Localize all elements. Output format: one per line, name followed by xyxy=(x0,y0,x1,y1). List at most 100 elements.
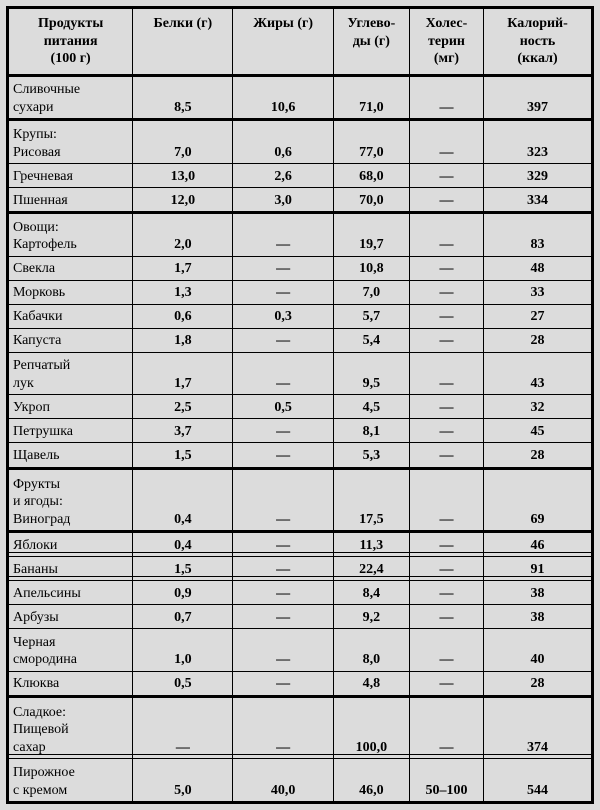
cell-product: Чернаясмородина xyxy=(8,629,133,672)
cell-protein: 3,7 xyxy=(133,419,233,443)
cell-fat: — xyxy=(233,532,333,557)
cell-product: Кабачки xyxy=(8,304,133,328)
cell-carbs: 7,0 xyxy=(333,280,409,304)
header-row: Продуктыпитания(100 г) Белки (г) Жиры (г… xyxy=(8,8,593,76)
table-row: Фруктыи ягоды:Виноград0,4—17,5—69 xyxy=(8,468,593,531)
cell-protein: 2,5 xyxy=(133,395,233,419)
col-product-label: Продуктыпитания(100 г) xyxy=(11,15,130,68)
cell-fat: — xyxy=(233,443,333,468)
cell-fat: 10,6 xyxy=(233,75,333,120)
cell-kcal: 43 xyxy=(484,352,593,395)
cell-chol: — xyxy=(409,557,483,581)
table-row: Сливочныесухари8,510,671,0—397 xyxy=(8,75,593,120)
cell-product: Клюква xyxy=(8,671,133,696)
cell-chol: — xyxy=(409,419,483,443)
col-kcal-label: Калорий-ность(ккал) xyxy=(486,15,589,68)
cell-product: Яблоки xyxy=(8,532,133,557)
cell-chol: — xyxy=(409,188,483,213)
cell-kcal: 33 xyxy=(484,280,593,304)
table-row: Крупы:Рисовая7,00,677,0—323 xyxy=(8,120,593,164)
cell-protein: 0,4 xyxy=(133,468,233,531)
cell-fat: — xyxy=(233,256,333,280)
cell-product: Фруктыи ягоды:Виноград xyxy=(8,468,133,531)
cell-fat: 0,5 xyxy=(233,395,333,419)
col-fat-label: Жиры (г) xyxy=(235,15,330,33)
cell-protein: 1,3 xyxy=(133,280,233,304)
cell-fat: 0,3 xyxy=(233,304,333,328)
cell-fat: — xyxy=(233,581,333,605)
cell-chol: 50–100 xyxy=(409,759,483,803)
cell-protein: 13,0 xyxy=(133,164,233,188)
cell-protein: 0,6 xyxy=(133,304,233,328)
cell-carbs: 19,7 xyxy=(333,213,409,257)
cell-chol: — xyxy=(409,532,483,557)
cell-fat: — xyxy=(233,696,333,758)
cell-carbs: 9,2 xyxy=(333,605,409,629)
cell-carbs: 22,4 xyxy=(333,557,409,581)
table-header: Продуктыпитания(100 г) Белки (г) Жиры (г… xyxy=(8,8,593,76)
table-row: Свекла1,7—10,8—48 xyxy=(8,256,593,280)
cell-chol: — xyxy=(409,605,483,629)
cell-kcal: 69 xyxy=(484,468,593,531)
cell-product: Укроп xyxy=(8,395,133,419)
cell-kcal: 38 xyxy=(484,581,593,605)
col-carbs-label: Углево-ды (г) xyxy=(336,15,407,50)
cell-fat: — xyxy=(233,328,333,352)
cell-product: Бананы xyxy=(8,557,133,581)
col-kcal: Калорий-ность(ккал) xyxy=(484,8,593,76)
cell-carbs: 8,0 xyxy=(333,629,409,672)
cell-carbs: 10,8 xyxy=(333,256,409,280)
col-product: Продуктыпитания(100 г) xyxy=(8,8,133,76)
cell-kcal: 374 xyxy=(484,696,593,758)
cell-chol: — xyxy=(409,256,483,280)
table-row: Пирожноес кремом5,040,046,050–100544 xyxy=(8,759,593,803)
col-carbs: Углево-ды (г) xyxy=(333,8,409,76)
cell-chol: — xyxy=(409,696,483,758)
table-row: Морковь1,3—7,0—33 xyxy=(8,280,593,304)
cell-product: Петрушка xyxy=(8,419,133,443)
table-row: Щавель1,5—5,3—28 xyxy=(8,443,593,468)
cell-carbs: 8,4 xyxy=(333,581,409,605)
cell-fat: 3,0 xyxy=(233,188,333,213)
cell-product: Морковь xyxy=(8,280,133,304)
cell-chol: — xyxy=(409,671,483,696)
cell-product: Капуста xyxy=(8,328,133,352)
cell-fat: — xyxy=(233,468,333,531)
cell-kcal: 45 xyxy=(484,419,593,443)
cell-fat: — xyxy=(233,557,333,581)
cell-kcal: 91 xyxy=(484,557,593,581)
cell-fat: — xyxy=(233,352,333,395)
cell-protein: 1,7 xyxy=(133,352,233,395)
cell-product: Свекла xyxy=(8,256,133,280)
cell-chol: — xyxy=(409,120,483,164)
col-protein-label: Белки (г) xyxy=(135,15,230,33)
nutrition-table: Продуктыпитания(100 г) Белки (г) Жиры (г… xyxy=(6,6,594,804)
table-row: Петрушка3,7—8,1—45 xyxy=(8,419,593,443)
table-row: Укроп2,50,54,5—32 xyxy=(8,395,593,419)
cell-chol: — xyxy=(409,468,483,531)
cell-protein: 1,7 xyxy=(133,256,233,280)
cell-fat: 2,6 xyxy=(233,164,333,188)
cell-carbs: 11,3 xyxy=(333,532,409,557)
cell-product: Пирожноес кремом xyxy=(8,759,133,803)
table-row: Апельсины0,9—8,4—38 xyxy=(8,581,593,605)
cell-protein: 0,4 xyxy=(133,532,233,557)
cell-kcal: 334 xyxy=(484,188,593,213)
col-chol-label: Холес-терин(мг) xyxy=(412,15,481,68)
table-row: Репчатыйлук1,7—9,5—43 xyxy=(8,352,593,395)
cell-protein: 1,5 xyxy=(133,557,233,581)
cell-protein: 0,5 xyxy=(133,671,233,696)
cell-fat: — xyxy=(233,605,333,629)
cell-product: Арбузы xyxy=(8,605,133,629)
cell-protein: 0,7 xyxy=(133,605,233,629)
table-row: Бананы1,5—22,4—91 xyxy=(8,557,593,581)
cell-kcal: 329 xyxy=(484,164,593,188)
cell-carbs: 5,3 xyxy=(333,443,409,468)
table-row: Гречневая13,02,668,0—329 xyxy=(8,164,593,188)
cell-fat: — xyxy=(233,419,333,443)
cell-protein: 8,5 xyxy=(133,75,233,120)
cell-kcal: 28 xyxy=(484,671,593,696)
col-fat: Жиры (г) xyxy=(233,8,333,76)
cell-carbs: 71,0 xyxy=(333,75,409,120)
cell-protein: 0,9 xyxy=(133,581,233,605)
